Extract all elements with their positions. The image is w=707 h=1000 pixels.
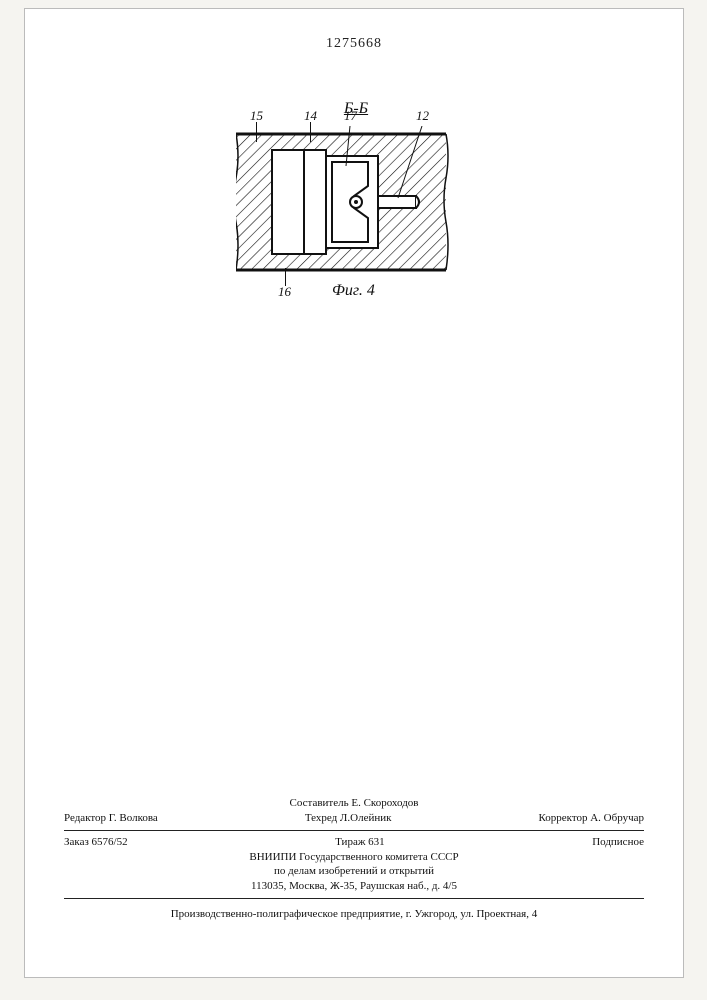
tirazh-text: Тираж 631 — [335, 835, 385, 850]
org-line-1: ВНИИПИ Государственного комитета СССР — [64, 850, 644, 865]
address-line: 113035, Москва, Ж-35, Раушская наб., д. … — [64, 879, 644, 894]
compiler-line: Составитель Е. Скороходов — [64, 796, 644, 811]
credits-row: Редактор Г. Волкова Техред Л.Олейник Кор… — [64, 811, 644, 826]
figure-4: Б-Б 15 14 17 12 16 — [236, 126, 476, 326]
corrector-text: Корректор А. Обручар — [538, 811, 644, 826]
footer-block: Составитель Е. Скороходов Редактор Г. Во… — [64, 796, 644, 922]
figure-svg — [236, 126, 476, 286]
leader-16 — [285, 268, 286, 286]
leader-15 — [256, 122, 257, 142]
producer-line: Производственно-полиграфическое предприя… — [64, 907, 644, 922]
order-row: Заказ 6576/52 Тираж 631 Подписное — [64, 835, 644, 850]
order-text: Заказ 6576/52 — [64, 835, 128, 850]
divider-1 — [64, 830, 644, 831]
ref-17: 17 — [344, 108, 357, 124]
techred-text: Техред Л.Олейник — [305, 811, 392, 826]
ref-12: 12 — [416, 108, 429, 124]
page: 1275668 Б-Б 15 14 17 12 16 — [24, 8, 684, 978]
leader-14 — [310, 122, 311, 142]
figure-caption: Фиг. 4 — [332, 282, 375, 300]
ref-16: 16 — [278, 284, 291, 300]
org-line-2: по делам изобретений и открытий — [64, 864, 644, 879]
document-number: 1275668 — [24, 36, 684, 52]
podpisnoe-text: Подписное — [592, 835, 644, 850]
divider-2 — [64, 898, 644, 899]
editor-text: Редактор Г. Волкова — [64, 811, 158, 826]
